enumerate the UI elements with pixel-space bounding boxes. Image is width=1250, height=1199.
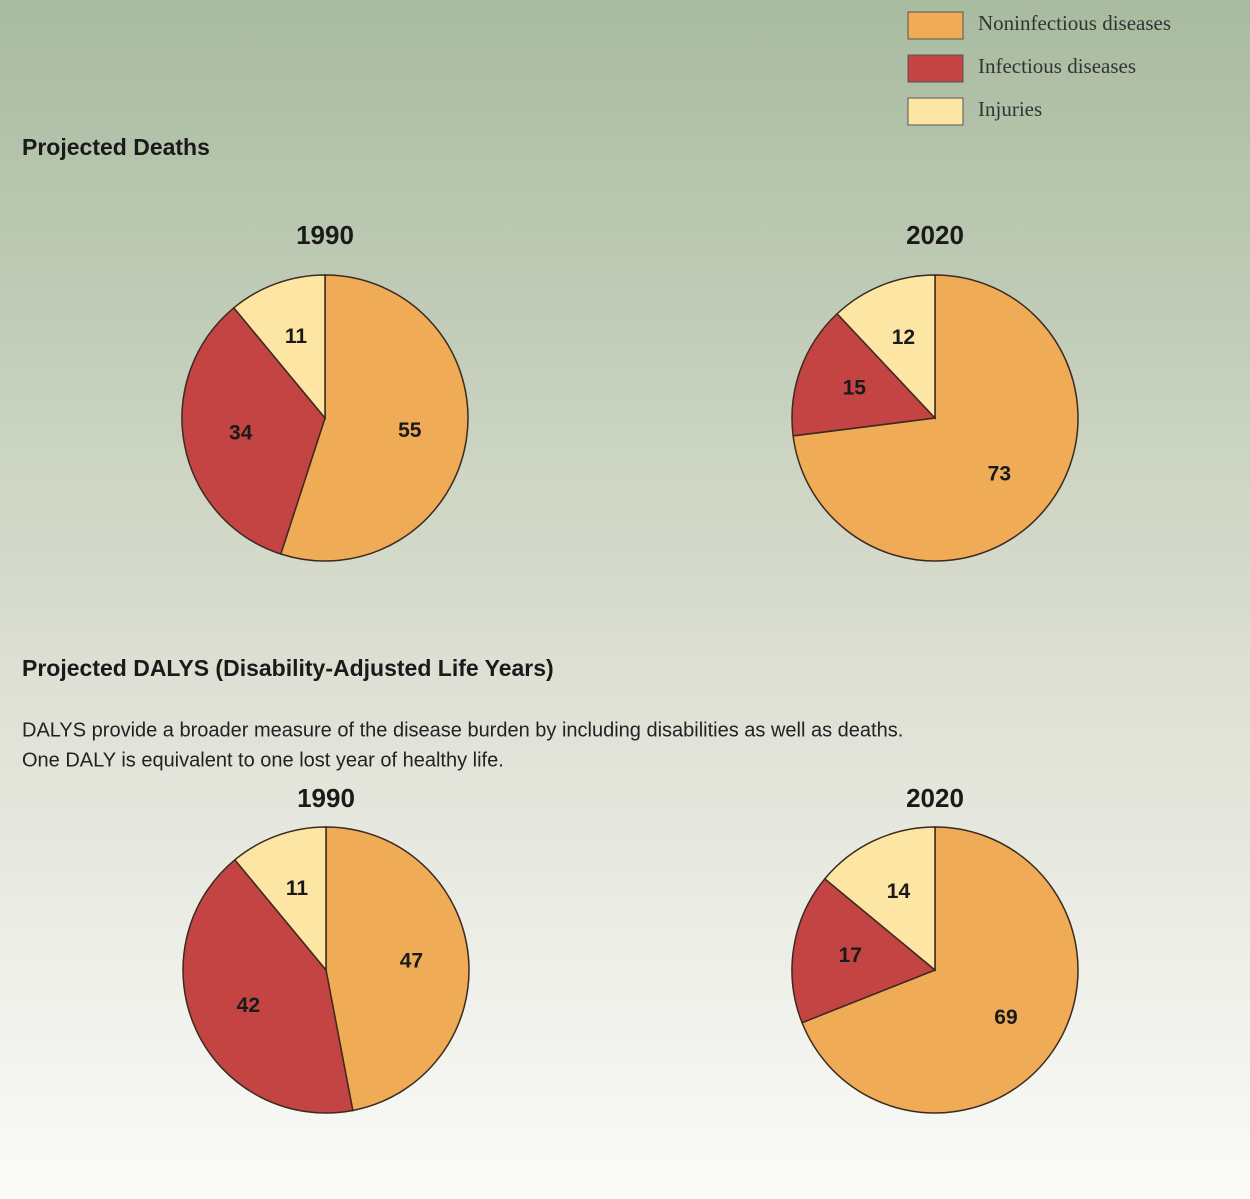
data-label: 15: [843, 376, 867, 399]
data-label: 34: [229, 422, 253, 445]
data-label: 42: [237, 994, 260, 1017]
description: One DALY is equivalent to one lost year …: [22, 749, 504, 771]
pie-slice: [181, 306, 326, 555]
pie-slice: [801, 826, 1079, 1114]
data-label: 14: [887, 880, 911, 903]
description: DALYS provide a broader measure of the d…: [22, 719, 903, 741]
data-label: 11: [285, 325, 308, 348]
pie-title: 2020: [906, 783, 964, 813]
data-label: 47: [400, 949, 423, 972]
pie-slice: [325, 826, 470, 1112]
pie-slice: [791, 877, 937, 1024]
pie-slice: [836, 274, 936, 420]
pie-slice: [279, 274, 469, 562]
pie-slice: [823, 826, 936, 972]
section-heading: Projected Deaths: [22, 134, 210, 160]
pie-slice: [182, 858, 354, 1114]
pie-slice: [233, 826, 327, 973]
section-heading: Projected DALYS (Disability-Adjusted Lif…: [22, 655, 554, 681]
pie-slice: [791, 312, 937, 437]
data-label: 55: [398, 419, 422, 442]
pie-title: 1990: [296, 220, 354, 250]
legend-label: Injuries: [978, 97, 1042, 121]
pie-title: 1990: [297, 783, 355, 813]
pie-slice: [232, 274, 326, 421]
legend-swatch: [907, 97, 964, 126]
legend-swatch: [907, 54, 964, 83]
data-label: 12: [892, 326, 915, 349]
data-label: 11: [286, 877, 309, 900]
legend-swatch: [907, 11, 964, 40]
legend-label: Noninfectious diseases: [978, 11, 1171, 35]
data-label: 69: [994, 1006, 1017, 1029]
legend-label: Infectious diseases: [978, 54, 1136, 78]
data-label: 17: [839, 944, 862, 967]
data-label: 73: [988, 462, 1011, 485]
pie-title: 2020: [906, 220, 964, 250]
